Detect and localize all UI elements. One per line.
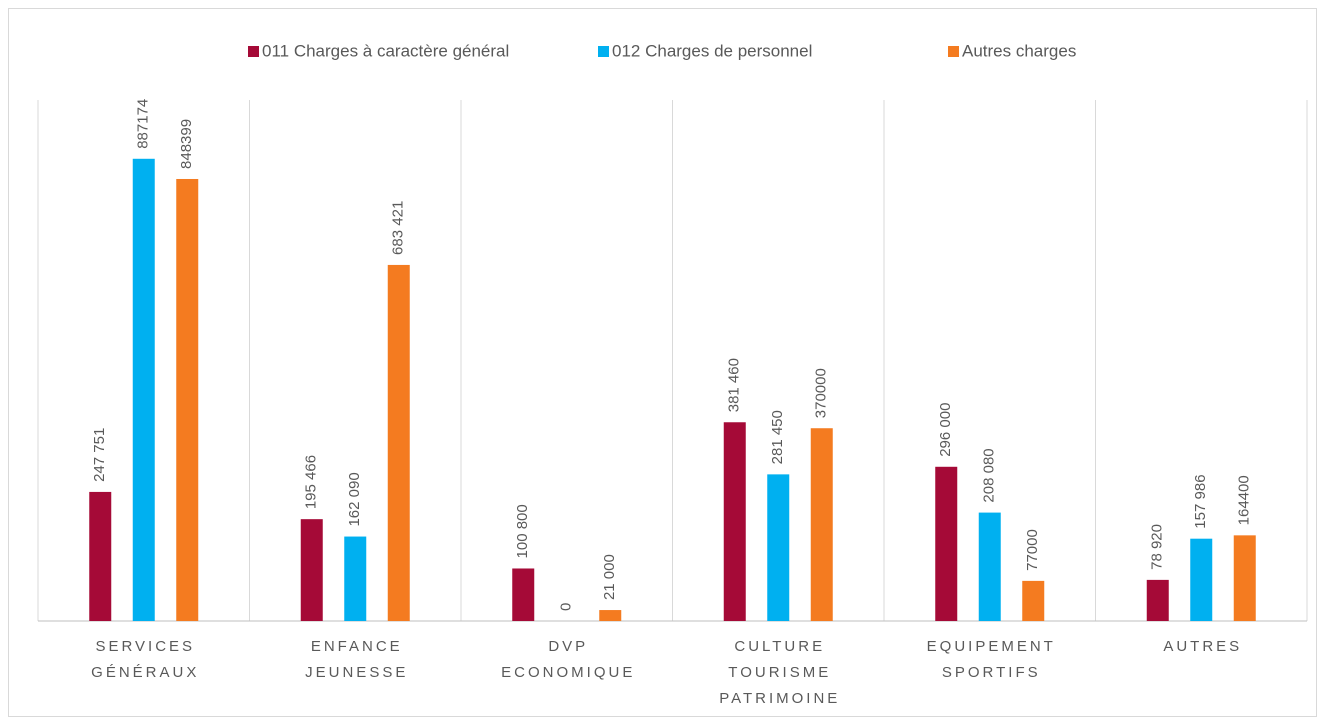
legend-swatch: [248, 46, 259, 57]
x-tick-label: SERVICES: [95, 638, 195, 655]
chart-border: [8, 8, 1317, 717]
data-label: 21 000: [601, 554, 618, 600]
data-label: 195 466: [303, 455, 320, 509]
bar: [387, 264, 410, 621]
legend-label: 011 Charges à caractère général: [262, 41, 509, 60]
bar: [512, 568, 535, 621]
data-label: 157 986: [1192, 474, 1209, 528]
bar: [1190, 538, 1213, 621]
x-tick-label: EQUIPEMENT: [927, 638, 1056, 655]
x-tick-label: AUTRES: [1163, 638, 1242, 655]
bar: [1022, 580, 1045, 621]
x-tick-label: DVP: [548, 638, 588, 655]
bar: [767, 474, 790, 621]
data-label: 296 000: [937, 403, 954, 457]
data-label: 77000: [1024, 529, 1041, 571]
bar: [1233, 535, 1256, 621]
data-label: 0: [558, 603, 575, 611]
data-label: 162 090: [346, 472, 363, 526]
legend-swatch: [598, 46, 609, 57]
data-label: 78 920: [1149, 524, 1166, 570]
bar: [723, 422, 746, 621]
bar: [1146, 579, 1169, 621]
data-label: 370000: [813, 368, 830, 418]
x-tick-label: JEUNESSE: [305, 664, 408, 681]
bar: [89, 491, 112, 621]
data-label: 848399: [178, 119, 195, 169]
bar: [176, 178, 199, 621]
x-tick-label: TOURISME: [728, 664, 831, 681]
legend-label: 012 Charges de personnel: [612, 41, 812, 60]
x-tick-label: PATRIMOINE: [719, 690, 840, 707]
bar: [300, 519, 323, 621]
data-label: 164400: [1236, 475, 1253, 525]
legend-swatch: [948, 46, 959, 57]
data-label: 247 751: [91, 428, 108, 482]
x-tick-label: CULTURE: [734, 638, 825, 655]
x-tick-label: GÉNÉRAUX: [91, 664, 199, 681]
bar: [978, 512, 1001, 621]
data-label: 683 421: [390, 201, 407, 255]
legend-label: Autres charges: [962, 41, 1076, 60]
bar: [935, 466, 958, 621]
data-label: 887174: [135, 99, 152, 149]
bar: [344, 536, 367, 621]
data-label: 208 080: [981, 448, 998, 502]
bar: [132, 158, 155, 621]
bar: [599, 610, 622, 621]
data-label: 381 460: [726, 358, 743, 412]
bar: [810, 428, 833, 621]
data-label: 100 800: [514, 504, 531, 558]
x-tick-label: SPORTIFS: [942, 664, 1041, 681]
data-label: 281 450: [769, 410, 786, 464]
x-tick-label: ENFANCE: [311, 638, 403, 655]
x-tick-label: ECONOMIQUE: [501, 664, 635, 681]
